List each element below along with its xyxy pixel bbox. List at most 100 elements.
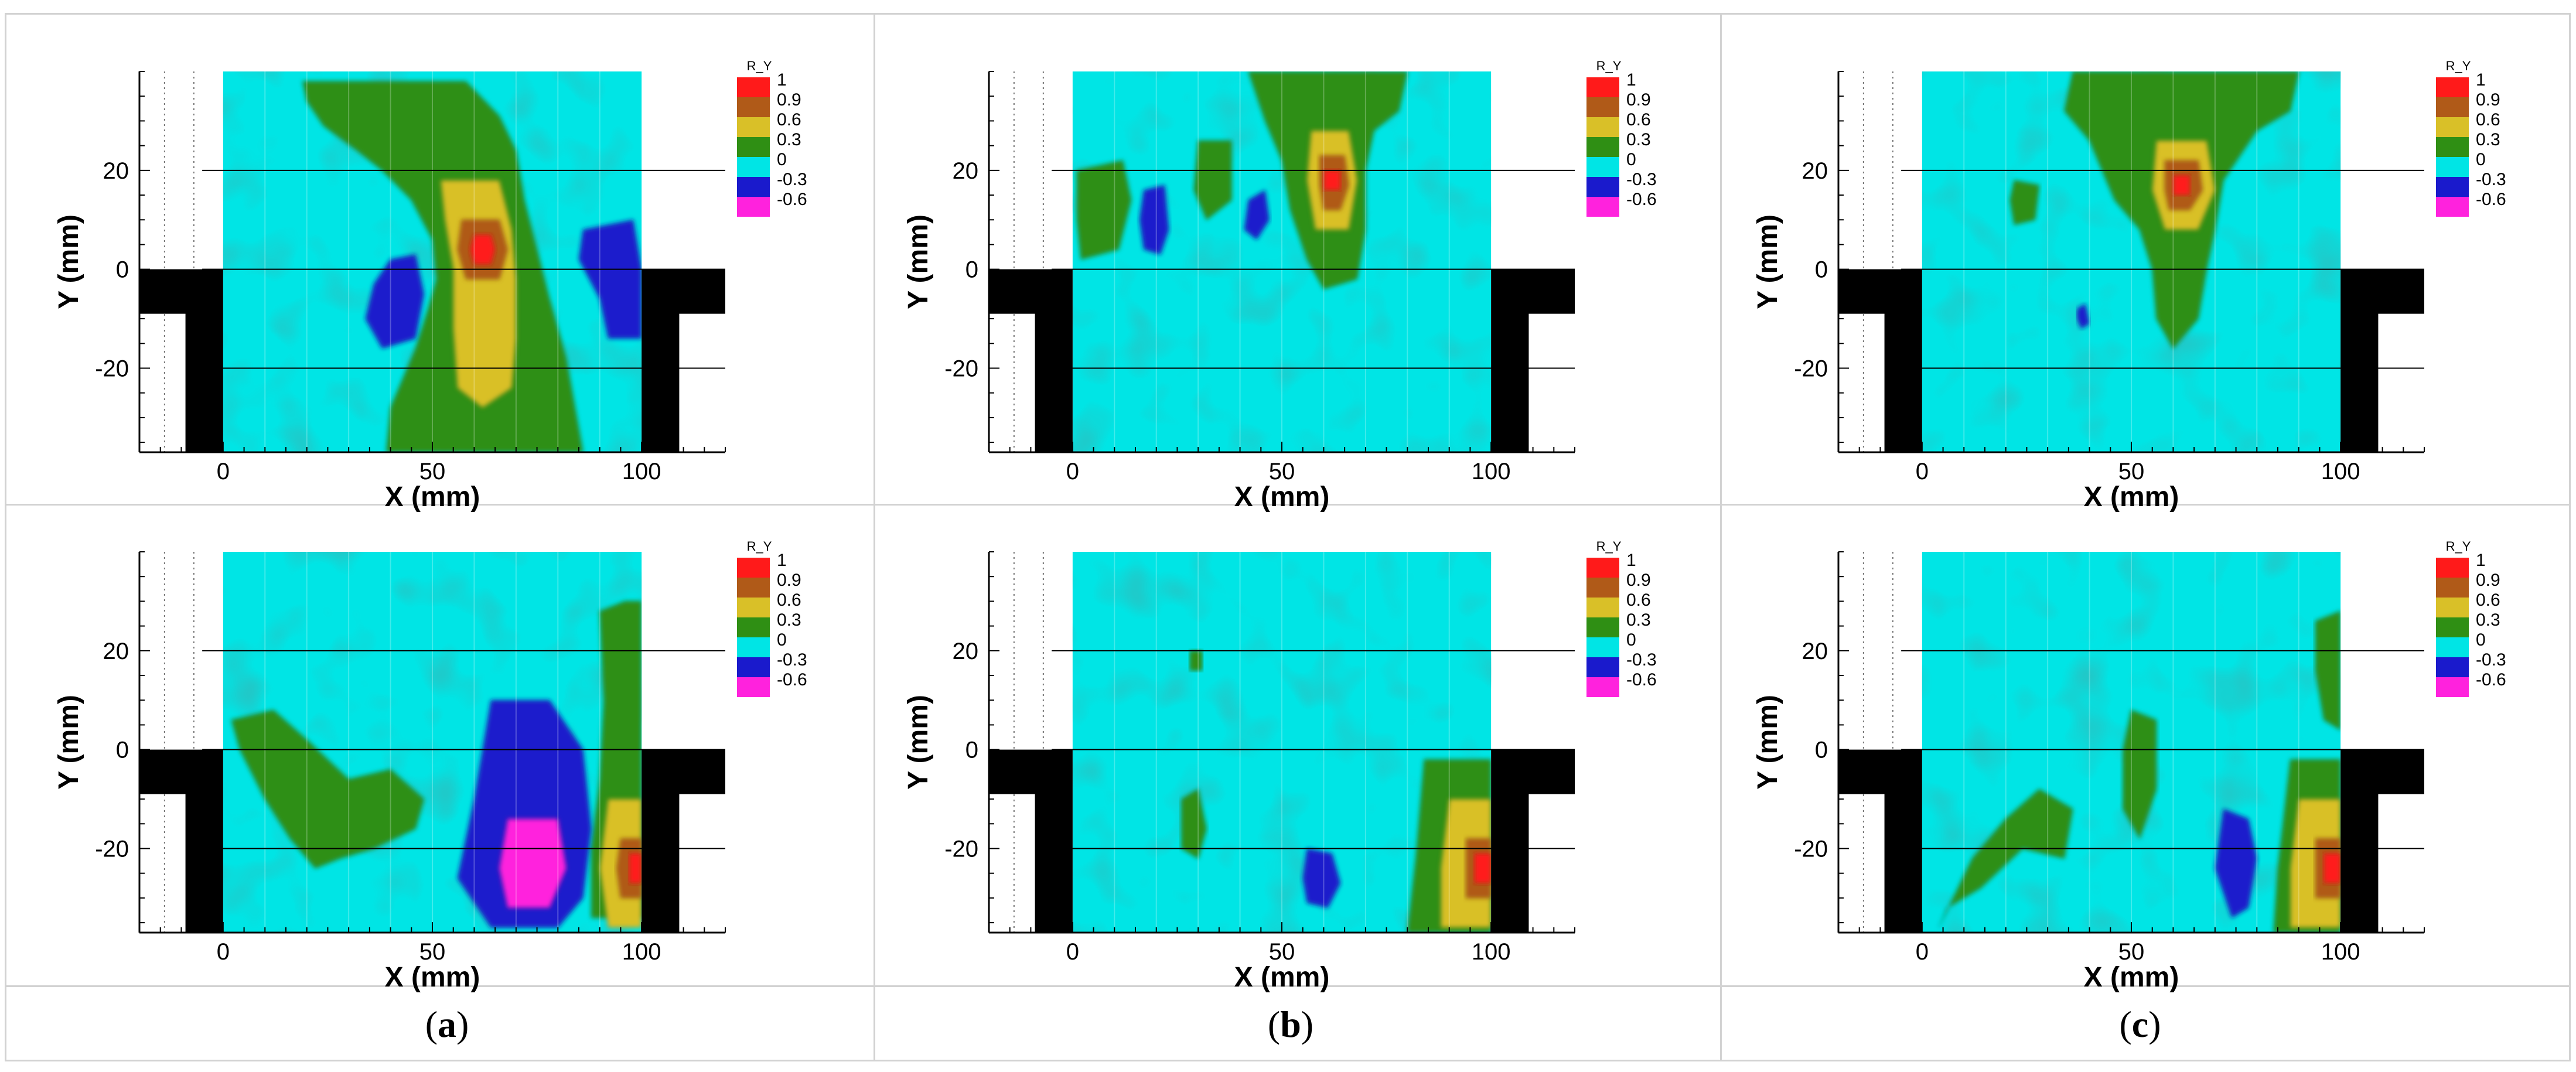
legend-level-label: 0 [1626, 150, 1636, 169]
panel-a-bottom: 0 50 100 -20 0 20 X (mm) Y (mm) R_Y 1 0.9 0.6 0.3 0 -0… [22, 517, 854, 993]
legend-swatch [2436, 177, 2469, 197]
legend-swatch [737, 177, 770, 197]
legend-level-label: 1 [1626, 551, 1636, 570]
y-axis-label: Y (mm) [53, 695, 84, 790]
contour-region-neg0_3-5 [578, 219, 642, 339]
legend-swatch [2436, 677, 2469, 697]
legend-swatch [1586, 578, 1619, 598]
y-axis-label: Y (mm) [903, 214, 934, 309]
right-body [642, 269, 725, 452]
legend-level-label: -0.3 [777, 650, 807, 670]
legend-swatch [2436, 598, 2469, 617]
legend-swatch [2436, 137, 2469, 157]
contour-region-1-5 [1323, 169, 1341, 191]
y-tick-label: 20 [1802, 639, 1828, 664]
legend-swatch [1586, 657, 1619, 677]
x-tick-label: 50 [419, 459, 446, 484]
y-tick-label: 20 [953, 639, 979, 664]
contour-region-0_3-2 [1180, 788, 1207, 859]
contour-region-1-4 [628, 852, 642, 884]
x-axis-label: X (mm) [385, 482, 480, 513]
legend-title: R_Y [2446, 59, 2471, 73]
legend-swatch [2436, 157, 2469, 177]
x-axis-label: X (mm) [385, 962, 480, 993]
y-tick-label: -20 [1794, 356, 1828, 381]
legend-swatch [737, 137, 770, 157]
y-tick-label: 0 [116, 738, 129, 763]
legend-swatch [2436, 117, 2469, 137]
right-body [1491, 749, 1575, 933]
legend-level-label: 0.9 [2476, 90, 2500, 110]
x-tick-label: 50 [419, 939, 446, 965]
x-tick-label: 50 [2118, 939, 2145, 965]
legend-swatch [737, 637, 770, 657]
legend-swatch [1586, 157, 1619, 177]
legend-level-label: 0.3 [1626, 130, 1651, 149]
contour-region-0_3-2 [1193, 140, 1233, 221]
legend-level-label: 0.3 [2476, 610, 2500, 630]
legend-level-label: 0.6 [777, 110, 801, 129]
legend-level-label: 0.9 [777, 90, 801, 110]
x-axis-label: X (mm) [1234, 482, 1330, 513]
x-tick-label: 50 [1269, 459, 1295, 484]
legend-level-label: 0 [1626, 630, 1636, 650]
legend-swatch [1586, 177, 1619, 197]
y-tick-label: 20 [103, 158, 129, 184]
legend-title: R_Y [1596, 539, 1622, 554]
legend-swatch [1586, 617, 1619, 637]
legend-level-label: 1 [2476, 70, 2486, 90]
x-axis-label: X (mm) [1234, 962, 1330, 993]
legend-swatch [1586, 77, 1619, 97]
legend-swatch [2436, 77, 2469, 97]
legend-level-label: 0.3 [2476, 130, 2500, 149]
y-tick-label: -20 [944, 356, 978, 381]
panel-b-top: 0 50 100 -20 0 20 X (mm) Y (mm) R_Y 1 0.9 0.6 0.3 0 -0… [872, 36, 1704, 513]
legend-swatch [1586, 637, 1619, 657]
legend-level-label: 1 [2476, 551, 2486, 570]
x-tick-label: 0 [217, 939, 230, 965]
caption-a: (a) [425, 1003, 469, 1045]
y-tick-label: 0 [1815, 257, 1828, 283]
y-axis-label: Y (mm) [1752, 214, 1783, 309]
y-tick-label: -20 [1794, 836, 1828, 862]
legend-swatch [1586, 558, 1619, 578]
legend-swatch [737, 77, 770, 97]
legend-swatch [737, 157, 770, 177]
y-tick-label: 0 [965, 738, 978, 763]
legend-swatch [737, 197, 770, 217]
contour-features [1938, 610, 2341, 933]
y-axis-label: Y (mm) [903, 695, 934, 790]
contour-region-1-4 [2172, 175, 2191, 196]
legend-level-label: 0.9 [1626, 90, 1651, 110]
y-tick-label: -20 [95, 836, 129, 862]
left-body [139, 749, 223, 933]
x-tick-label: 100 [622, 939, 661, 965]
legend-level-label: -0.3 [2476, 650, 2506, 670]
legend-level-label: 0.6 [2476, 590, 2500, 610]
legend-swatch [737, 117, 770, 137]
y-axis-label: Y (mm) [1752, 695, 1783, 790]
x-tick-label: 0 [1916, 939, 1929, 965]
right-body [2340, 749, 2424, 933]
legend-title: R_Y [747, 539, 772, 554]
y-tick-label: -20 [944, 836, 978, 862]
panel-a-top: 0 50 100 -20 0 20 X (mm) Y (mm) R_Y 1 0.9 0.6 0.3 0 -0… [22, 36, 854, 513]
y-tick-label: 0 [116, 257, 129, 283]
legend-level-label: -0.3 [1626, 650, 1657, 670]
legend-swatch [1586, 598, 1619, 617]
legend-level-label: 0 [777, 630, 787, 650]
legend-title: R_Y [747, 59, 772, 73]
contour-region-0_3-1 [1076, 159, 1132, 261]
y-tick-label: 20 [1802, 158, 1828, 184]
x-tick-label: 0 [1916, 459, 1929, 484]
contour-region-neg0_3-5 [2076, 303, 2090, 330]
x-tick-label: 100 [1472, 459, 1511, 484]
legend-swatch [1586, 97, 1619, 117]
legend-swatch [2436, 197, 2469, 217]
x-tick-label: 100 [2321, 939, 2360, 965]
y-tick-label: 0 [965, 257, 978, 283]
legend-level-label: -0.3 [777, 170, 807, 189]
legend-level-label: -0.6 [2476, 670, 2506, 689]
left-body [1838, 749, 1922, 933]
x-axis-label: X (mm) [2084, 962, 2179, 993]
